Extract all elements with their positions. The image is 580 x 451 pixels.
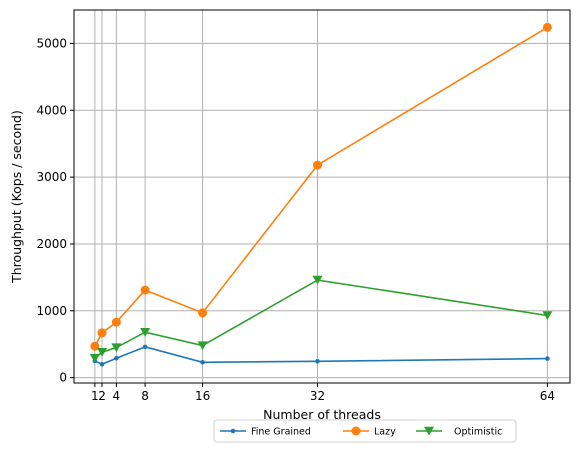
x-tick-label: 4 [113,389,121,403]
legend-entry: Optimistic [416,427,502,438]
legend-marker [351,426,361,436]
data-point [140,327,151,337]
series-optimistic [89,275,553,363]
legend-marker [230,428,236,434]
data-point [140,285,150,295]
legend-label: Optimistic [454,427,502,438]
data-point [197,341,208,351]
data-point [315,358,320,364]
y-tick-label: 3000 [36,170,67,184]
y-tick-label: 0 [59,371,67,385]
series-layer [89,22,553,367]
data-point [114,355,119,361]
y-tick-label: 5000 [36,36,67,50]
y-axis-ticks: 0 1000 2000 3000 4000 5000 [36,36,74,385]
data-point [312,275,323,285]
data-point [111,317,121,327]
x-axis-ticks: 1 2 4 8 16 32 64 [91,383,555,403]
x-tick-label: 2 [98,389,106,403]
data-point [89,354,100,363]
data-point [545,356,550,361]
x-tick-label: 32 [310,389,325,403]
series-lazy [90,22,552,351]
legend-marker [424,426,434,436]
y-tick-label: 1000 [36,304,67,318]
series-line [94,26,548,347]
data-point [97,328,107,338]
legend-entry: Fine Grained [220,427,311,438]
legend: Fine Grained Lazy Optimistic [213,419,517,443]
x-tick-label: 16 [195,389,210,403]
series-fine-grained [92,344,550,367]
grid [74,10,570,383]
series-line [94,346,548,366]
x-tick-label: 8 [141,389,149,403]
data-point [111,343,122,353]
data-point [198,308,208,318]
x-tick-label: 64 [540,389,555,403]
x-axis-label: Number of threads [263,407,381,422]
data-point [542,22,552,32]
legend-label: Fine Grained [251,427,311,438]
y-tick-label: 2000 [36,237,67,251]
data-point [313,160,323,170]
data-point [200,359,205,365]
x-tick-label: 1 [91,389,99,403]
legend-label: Lazy [374,427,396,438]
legend-entry: Lazy [343,426,396,438]
plot-frame [73,9,571,384]
series-line [94,279,548,359]
y-tick-label: 4000 [36,103,67,117]
data-point [90,341,100,351]
data-point [542,311,553,320]
data-point [99,361,105,367]
data-point [142,344,148,350]
data-point [97,348,108,357]
y-axis-label: Throughput (Kops / second) [9,110,24,284]
